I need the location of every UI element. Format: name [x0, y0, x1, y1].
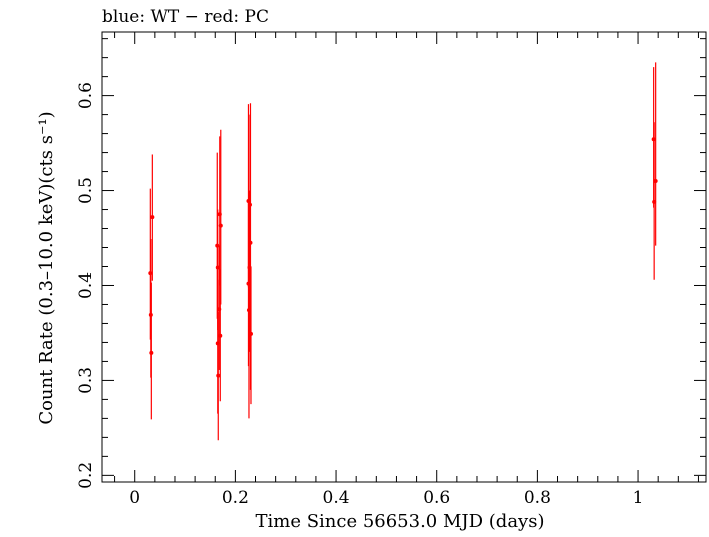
y-tick-label: 0.5 — [76, 177, 96, 204]
plot-frame — [101, 31, 707, 483]
y-tick-label: 0.6 — [76, 82, 96, 109]
data-point — [149, 350, 154, 355]
x-tick-label: 0.6 — [423, 488, 450, 508]
x-tick-label: 1 — [633, 488, 644, 508]
data-point — [653, 179, 658, 184]
data-point — [218, 223, 223, 228]
x-tick-label: 0.4 — [323, 488, 350, 508]
data-point — [150, 215, 155, 220]
data-point — [248, 240, 253, 245]
data-point — [218, 333, 223, 338]
x-tick-label: 0.2 — [222, 488, 249, 508]
data-point — [216, 373, 221, 378]
x-tick-label: 0 — [129, 488, 140, 508]
y-axis-label: Count Rate (0.3–10.0 keV)(cts s⁻¹) — [36, 111, 57, 424]
data-point — [248, 331, 253, 336]
chart-title: blue: WT − red: PC — [102, 7, 269, 27]
x-tick-label: 0.8 — [524, 488, 551, 508]
y-tick-label: 0.3 — [76, 367, 96, 394]
y-tick-label: 0.2 — [76, 462, 96, 489]
y-tick-label: 0.4 — [76, 272, 96, 299]
x-axis-label: Time Since 56653.0 MJD (days) — [255, 511, 544, 532]
axes: 0 0.2 0.4 0.6 0.8 1 0.2 0.3 0.4 0.5 0.6 — [76, 32, 706, 508]
data-marks — [148, 62, 658, 441]
